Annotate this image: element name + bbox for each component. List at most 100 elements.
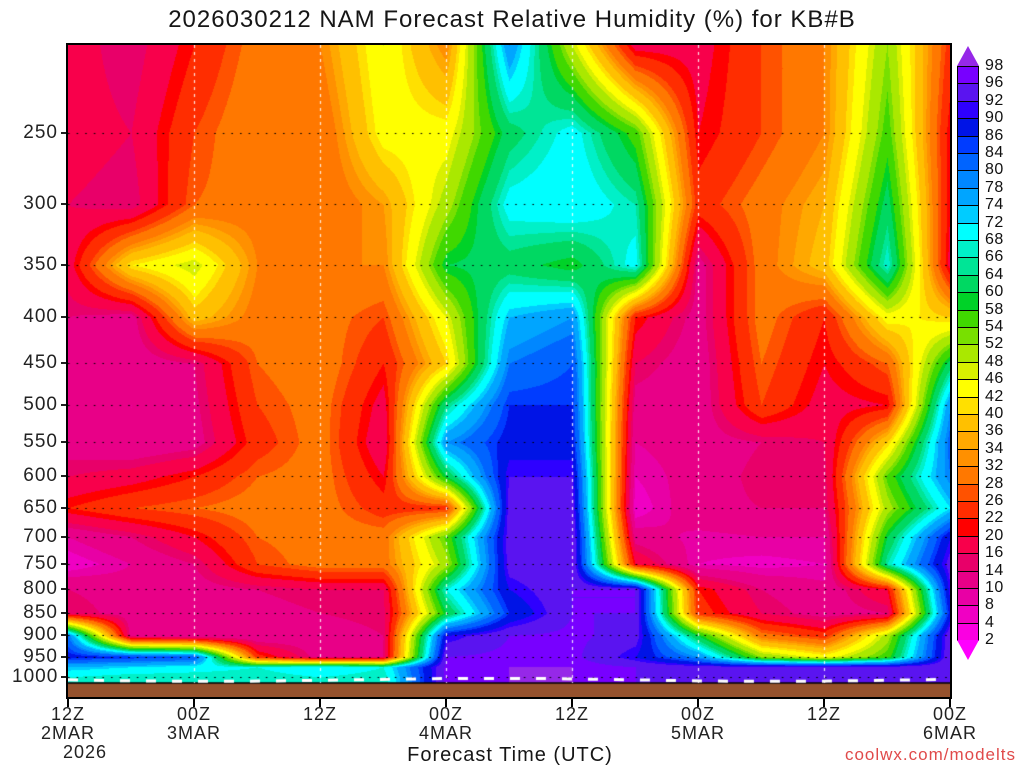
plot-frame xyxy=(66,43,952,699)
colorbar-label: 46 xyxy=(985,370,1004,388)
colorbar-label: 68 xyxy=(985,231,1004,248)
x-tick-label: 12Z xyxy=(302,704,338,724)
colorbar-label: 52 xyxy=(985,335,1004,353)
colorbar-box xyxy=(957,361,979,381)
colorbar-box xyxy=(957,327,979,346)
y-tick-mark xyxy=(61,535,66,538)
x-tick-date: 3MAR xyxy=(166,723,221,743)
y-tick-label: 250 xyxy=(23,121,58,143)
colorbar-box xyxy=(957,414,979,433)
colorbar-box xyxy=(957,344,979,363)
colorbar-label: 10 xyxy=(985,579,1004,596)
y-tick-label: 950 xyxy=(23,645,58,667)
colorbar-label: 66 xyxy=(985,248,1004,266)
colorbar-label: 74 xyxy=(985,196,1004,214)
x-tick-mark xyxy=(949,699,951,707)
colorbar-label: 32 xyxy=(985,457,1004,475)
y-tick-label: 300 xyxy=(23,193,58,215)
y-tick-label: 650 xyxy=(23,496,58,518)
colorbar-box xyxy=(957,483,979,502)
colorbar-box xyxy=(957,518,979,537)
colorbar-label: 36 xyxy=(985,422,1004,440)
x-tick-label: 00Z xyxy=(680,704,716,724)
y-tick-label: 350 xyxy=(23,253,58,275)
colorbar-label: 80 xyxy=(985,161,1004,179)
colorbar-label: 34 xyxy=(985,439,1004,457)
colorbar-label: 86 xyxy=(985,126,1004,144)
colorbar-box xyxy=(957,448,979,468)
colorbar-label: 2 xyxy=(985,631,995,649)
colorbar-box xyxy=(957,292,979,311)
chart-title: 2026030212 NAM Forecast Relative Humidit… xyxy=(168,6,856,33)
colorbar-box xyxy=(957,466,979,485)
y-tick-mark xyxy=(61,675,66,678)
colorbar-box xyxy=(957,222,979,241)
colorbar-label: 64 xyxy=(985,265,1004,283)
colorbar-label: 84 xyxy=(985,144,1004,161)
y-tick-mark xyxy=(61,475,66,478)
colorbar-label: 48 xyxy=(985,352,1004,370)
y-tick-mark xyxy=(61,362,66,365)
colorbar-label: 14 xyxy=(985,561,1004,579)
x-tick-mark xyxy=(445,699,447,707)
colorbar-box xyxy=(957,240,979,259)
colorbar-label: 92 xyxy=(985,91,1004,109)
colorbar-box xyxy=(957,396,979,415)
y-tick-mark xyxy=(61,203,66,206)
watermark-link[interactable]: coolwx.com/modelts xyxy=(844,745,1016,764)
y-tick-label: 400 xyxy=(23,306,58,328)
colorbar-box xyxy=(957,622,979,642)
x-tick-label: 12Z xyxy=(50,704,86,724)
colorbar-box xyxy=(957,535,979,555)
y-tick-label: 450 xyxy=(23,352,58,374)
y-tick-mark xyxy=(61,263,66,266)
y-tick-label: 850 xyxy=(23,601,58,623)
colorbar-arrow-down-icon xyxy=(957,640,979,661)
colorbar-box xyxy=(957,153,979,172)
colorbar-label: 96 xyxy=(985,74,1004,92)
y-tick-label: 750 xyxy=(23,552,58,574)
y-tick-label: 700 xyxy=(23,525,58,547)
colorbar-label: 42 xyxy=(985,387,1004,405)
colorbar-box xyxy=(957,379,979,398)
colorbar-box xyxy=(957,431,979,450)
colorbar-box xyxy=(957,100,979,120)
x-axis-year: 2026 xyxy=(62,742,108,762)
x-tick-date: 2MAR xyxy=(40,723,95,743)
y-tick-mark xyxy=(61,316,66,319)
y-tick-mark xyxy=(61,441,66,444)
colorbar-label: 90 xyxy=(985,109,1004,127)
colorbar-label: 28 xyxy=(985,474,1004,492)
x-tick-mark xyxy=(697,699,699,707)
x-tick-label: 12Z xyxy=(806,704,842,724)
colorbar-box xyxy=(957,257,979,276)
colorbar-label: 98 xyxy=(985,57,1004,74)
y-tick-mark xyxy=(61,634,66,637)
colorbar-box xyxy=(957,588,979,607)
colorbar-label: 26 xyxy=(985,492,1004,509)
y-tick-label: 1000 xyxy=(12,665,59,687)
colorbar-label: 20 xyxy=(985,526,1004,544)
x-tick-mark xyxy=(193,699,195,707)
colorbar-label: 22 xyxy=(985,509,1004,527)
x-tick-mark xyxy=(823,699,825,707)
colorbar-box xyxy=(957,135,979,154)
colorbar-label: 40 xyxy=(985,405,1004,422)
x-tick-mark xyxy=(67,699,69,707)
x-tick-date: 6MAR xyxy=(922,723,977,743)
colorbar-box xyxy=(957,205,979,224)
colorbar-box xyxy=(957,187,979,207)
y-tick-mark xyxy=(61,506,66,509)
colorbar-box xyxy=(957,118,979,137)
y-tick-label: 600 xyxy=(23,465,58,487)
colorbar-label: 54 xyxy=(985,318,1004,335)
x-axis-title: Forecast Time (UTC) xyxy=(407,744,613,766)
y-tick-mark xyxy=(61,562,66,565)
colorbar-label: 72 xyxy=(985,213,1004,231)
y-tick-mark xyxy=(61,588,66,591)
colorbar-label: 8 xyxy=(985,596,995,614)
x-tick-label: 00Z xyxy=(176,704,212,724)
colorbar-box xyxy=(957,309,979,328)
x-tick-label: 00Z xyxy=(932,704,968,724)
